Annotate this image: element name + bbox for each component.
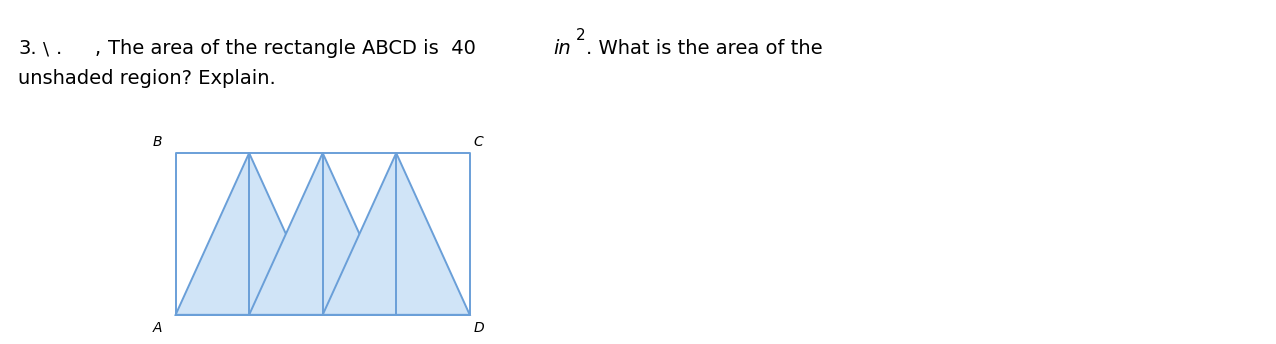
Text: 3.: 3. (18, 40, 37, 58)
Polygon shape (323, 153, 470, 315)
Text: C: C (473, 135, 484, 149)
Text: The area of the rectangle ABCD is  40: The area of the rectangle ABCD is 40 (108, 40, 476, 58)
Polygon shape (249, 153, 397, 315)
Text: $\backslash$: $\backslash$ (42, 40, 50, 58)
Text: unshaded region? Explain.: unshaded region? Explain. (18, 69, 276, 88)
Polygon shape (176, 153, 323, 315)
Text: in: in (553, 40, 570, 58)
Text: B: B (153, 135, 162, 149)
Text: .: . (56, 40, 63, 58)
Text: . What is the area of the: . What is the area of the (586, 40, 823, 58)
Text: ,: , (94, 40, 101, 58)
Text: A: A (153, 321, 162, 335)
Text: 2: 2 (575, 29, 586, 43)
Text: D: D (473, 321, 485, 335)
